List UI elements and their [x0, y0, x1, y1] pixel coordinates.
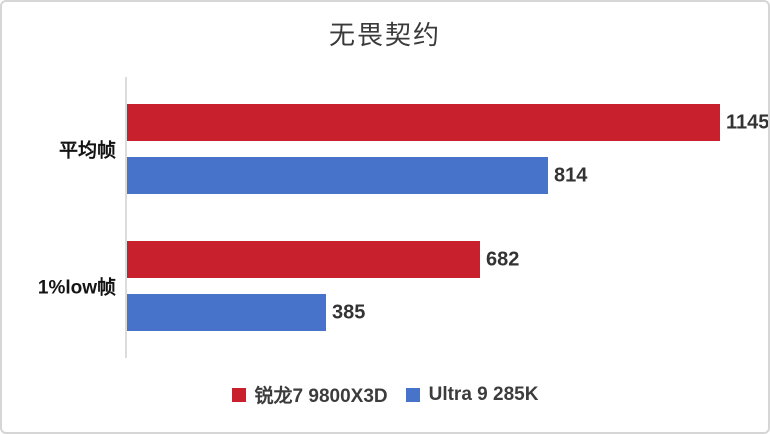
chart-title: 无畏契约 [328, 20, 441, 50]
bar-value-label: 385 [332, 301, 366, 323]
y-axis-line [125, 77, 127, 358]
category-label: 平均帧 [58, 140, 116, 162]
legend: 锐龙7 9800X3D Ultra 9 285K [2, 381, 768, 408]
legend-item: Ultra 9 285K [405, 383, 539, 406]
bar-value-label: 1145 [726, 111, 770, 133]
bar-segment [127, 294, 326, 331]
category-label: 1%low帧 [37, 277, 116, 299]
legend-swatch [405, 387, 420, 402]
bar-segment [127, 241, 480, 278]
legend-label: 锐龙7 9800X3D [254, 386, 388, 407]
legend-item: 锐龙7 9800X3D [231, 381, 388, 408]
bar-value-label: 814 [554, 164, 588, 186]
legend-label: Ultra 9 285K [428, 383, 539, 405]
bar-segment [127, 104, 720, 141]
bar-segment [127, 157, 548, 194]
legend-swatch [231, 387, 246, 402]
bar-value-label: 682 [486, 248, 520, 270]
